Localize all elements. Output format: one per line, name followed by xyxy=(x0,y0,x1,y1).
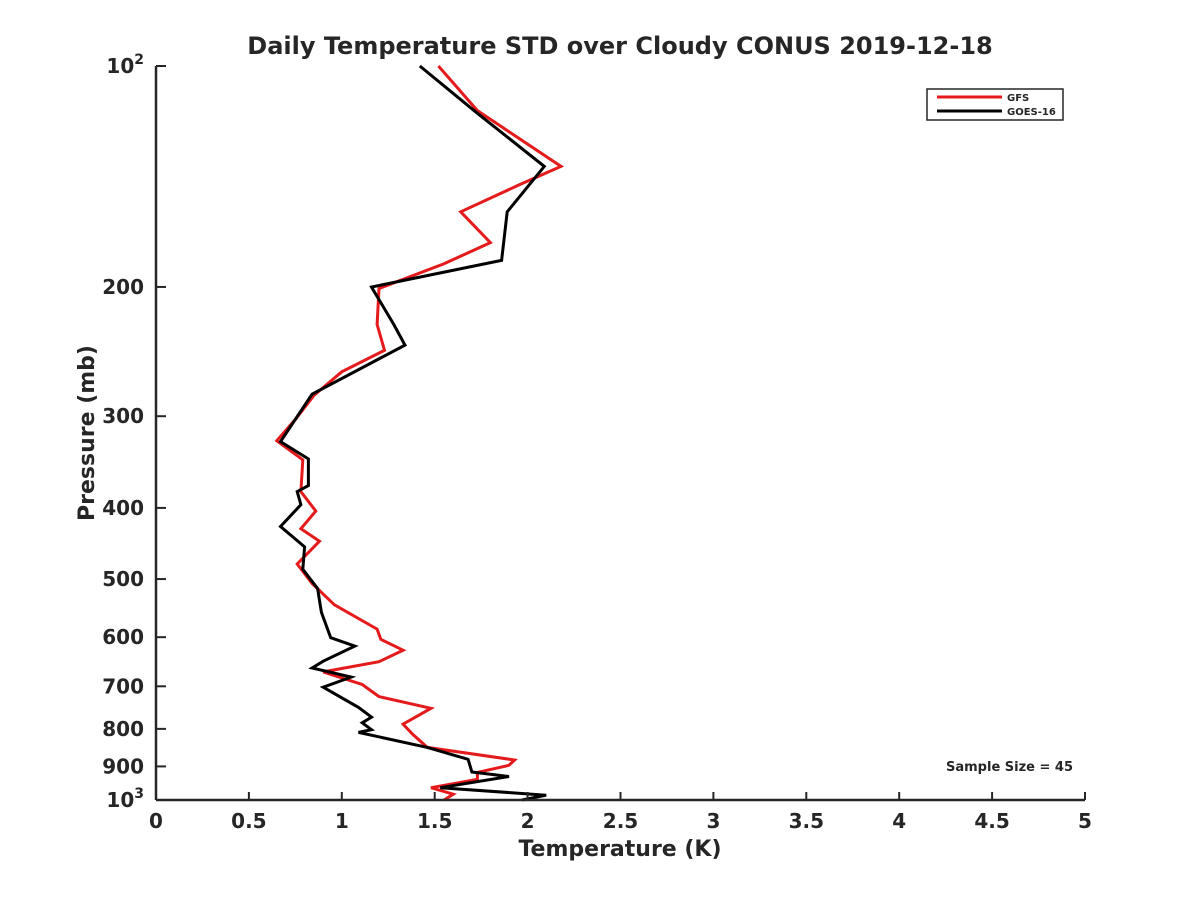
x-tick-label: 0.5 xyxy=(231,809,266,833)
legend: GFS GOES-16 xyxy=(926,88,1064,121)
sample-size-annotation: Sample Size = 45 xyxy=(946,760,1073,775)
x-tick-label: 3 xyxy=(706,809,720,833)
y-tick-label: 102 xyxy=(106,52,144,78)
y-tick-label: 700 xyxy=(102,674,144,698)
y-axis-ticks: 102 200 300 400 500 600 700 800 900 103 xyxy=(102,52,166,812)
x-tick-label: 0 xyxy=(149,809,163,833)
y-tick-label: 400 xyxy=(102,496,144,520)
y-tick-label: 800 xyxy=(102,717,144,741)
x-axis-ticks: 0 0.5 1 1.5 2 2.5 3 3.5 4 4.5 5 xyxy=(149,792,1092,833)
y-tick-label: 900 xyxy=(102,754,144,778)
x-tick-label: 2.5 xyxy=(603,809,638,833)
y-axis-label: Pressure (mb) xyxy=(75,345,100,521)
y-tick-label: 600 xyxy=(102,625,144,649)
series-line-goes16 xyxy=(278,64,547,802)
chart-title: Daily Temperature STD over Cloudy CONUS … xyxy=(247,32,992,60)
y-tick-label: 300 xyxy=(102,404,144,428)
legend-label-gfs: GFS xyxy=(1007,93,1029,104)
y-tick-label: 200 xyxy=(102,275,144,299)
y-tick-label: 500 xyxy=(102,567,144,591)
x-tick-label: 4.5 xyxy=(974,809,1009,833)
plot-area: 0 0.5 1 1.5 2 2.5 3 3.5 4 4.5 5 102 200 300 400 500 600… xyxy=(102,52,1092,833)
x-tick-label: 5 xyxy=(1078,809,1092,833)
x-tick-label: 4 xyxy=(892,809,906,833)
legend-label-goes16: GOES-16 xyxy=(1007,107,1056,118)
x-tick-label: 3.5 xyxy=(789,809,824,833)
legend-box xyxy=(926,88,1064,121)
x-axis-label: Temperature (K) xyxy=(518,837,721,862)
x-tick-label: 1 xyxy=(335,809,349,833)
series-layer xyxy=(274,64,565,802)
x-tick-label: 2 xyxy=(521,809,535,833)
x-tick-label: 1.5 xyxy=(417,809,452,833)
y-tick-label: 103 xyxy=(106,786,144,812)
